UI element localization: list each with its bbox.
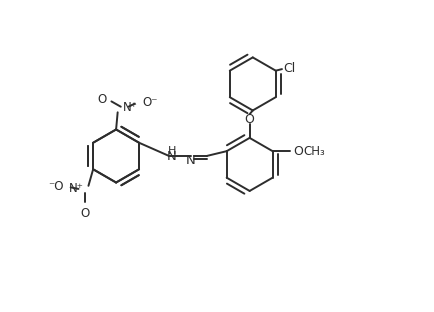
Text: N: N <box>186 154 195 168</box>
Text: H: H <box>167 146 175 156</box>
Text: ⁻O: ⁻O <box>48 180 63 193</box>
Text: O: O <box>244 113 254 126</box>
Text: O: O <box>81 207 90 220</box>
Text: CH₃: CH₃ <box>302 145 324 158</box>
Text: N: N <box>166 149 176 163</box>
Text: O: O <box>97 93 106 106</box>
Text: Cl: Cl <box>283 62 295 75</box>
Text: N⁺: N⁺ <box>69 183 84 195</box>
Text: O: O <box>292 145 302 158</box>
Text: N⁺: N⁺ <box>123 101 138 115</box>
Text: O⁻: O⁻ <box>141 96 157 109</box>
